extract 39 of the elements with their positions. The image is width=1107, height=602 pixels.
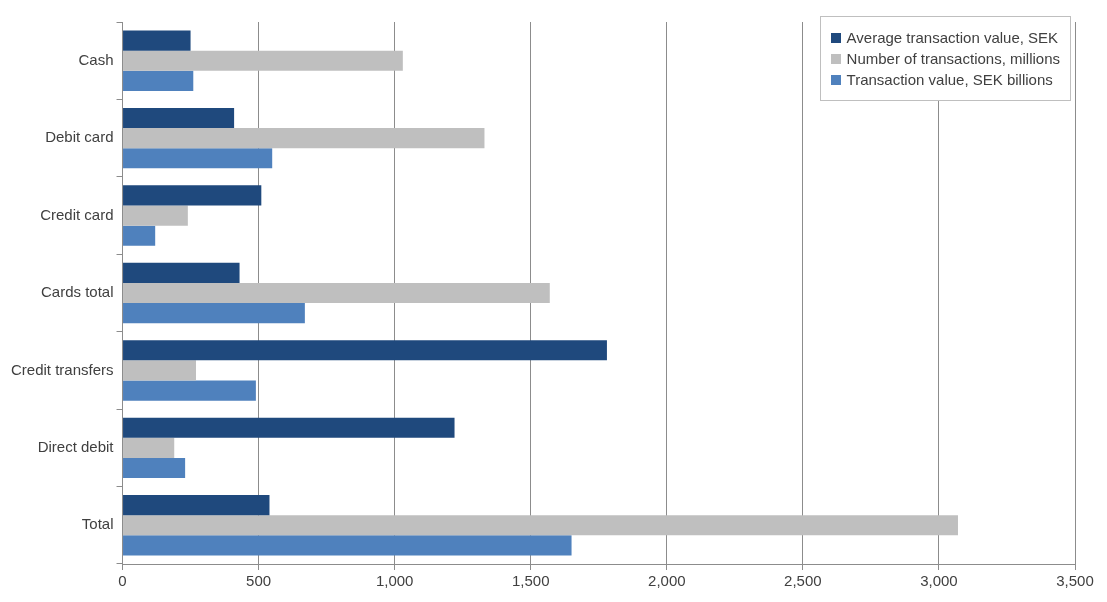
x-tick-label: 2,000 (648, 572, 686, 590)
x-tick-label: 3,000 (920, 572, 958, 590)
x-tick-label: 1,500 (511, 572, 550, 590)
x-tick-label: 1,000 (375, 572, 414, 590)
y-tick-label: Cash (78, 50, 114, 68)
y-tick-label: Debit card (45, 128, 114, 146)
bar (123, 535, 572, 556)
legend-label: Transaction value, SEK billions (846, 71, 1053, 88)
bar (123, 205, 188, 226)
y-tick-label: Cards total (40, 283, 114, 301)
bar (123, 107, 235, 129)
bar (123, 417, 455, 438)
legend-label: Number of transactions, millions (846, 50, 1060, 67)
bar (123, 30, 191, 51)
bar (123, 437, 175, 458)
bar (123, 515, 958, 536)
y-tick-label: Credit card (40, 205, 114, 223)
x-tick-label: 2,500 (784, 572, 822, 590)
y-tick-label: Credit transfers (10, 360, 114, 378)
bar (123, 495, 270, 516)
bar (123, 360, 197, 381)
bar (123, 303, 305, 324)
y-tick-label: Direct debit (37, 438, 115, 455)
bar (123, 225, 156, 246)
bar (123, 185, 262, 206)
bar (123, 340, 607, 361)
bar (123, 50, 403, 71)
x-tick-label: 0 (118, 572, 127, 590)
bar (123, 70, 194, 91)
bar (123, 380, 256, 401)
bar (123, 128, 485, 149)
bar (123, 148, 273, 169)
bar (123, 282, 550, 304)
legend-label: Average transaction value, SEK (846, 29, 1059, 46)
x-tick-label: 3,500 (1056, 572, 1094, 590)
y-tick-label: Total (81, 515, 114, 533)
bar (123, 457, 186, 479)
bar (123, 262, 240, 283)
x-tick-label: 500 (246, 572, 272, 590)
